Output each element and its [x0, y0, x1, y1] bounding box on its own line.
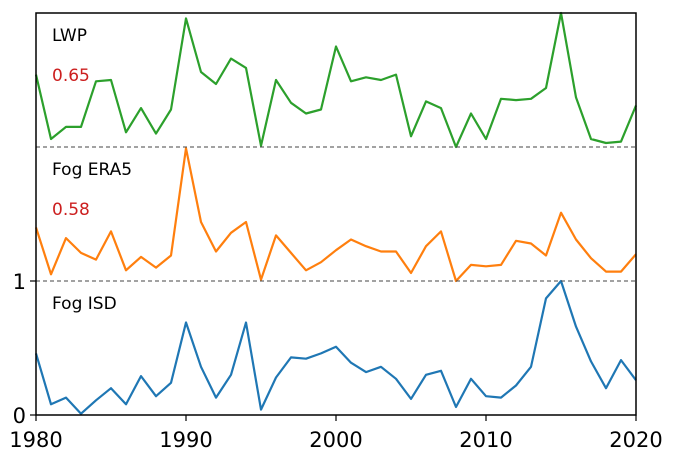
x-tick-label: 1990 [159, 428, 212, 452]
x-tick-label: 2000 [309, 428, 362, 452]
y-tick-label: 1 [13, 270, 26, 294]
series-line-lwp [34, 11, 638, 149]
series-line-fog-era5 [34, 147, 637, 283]
plot-frame [35, 12, 637, 416]
series-line-fog-isd [34, 279, 637, 415]
series-label: LWP [52, 26, 87, 46]
y-tick-label: 0 [13, 404, 26, 428]
x-tick-label: 2010 [459, 428, 512, 452]
x-tick-label: 1980 [9, 428, 62, 452]
series-label: Fog ERA5 [52, 160, 132, 180]
x-tick-label: 2020 [609, 428, 662, 452]
correlation-label: 0.65 [52, 66, 90, 86]
correlation-label: 0.58 [52, 200, 90, 220]
series-label: Fog ISD [52, 294, 117, 314]
